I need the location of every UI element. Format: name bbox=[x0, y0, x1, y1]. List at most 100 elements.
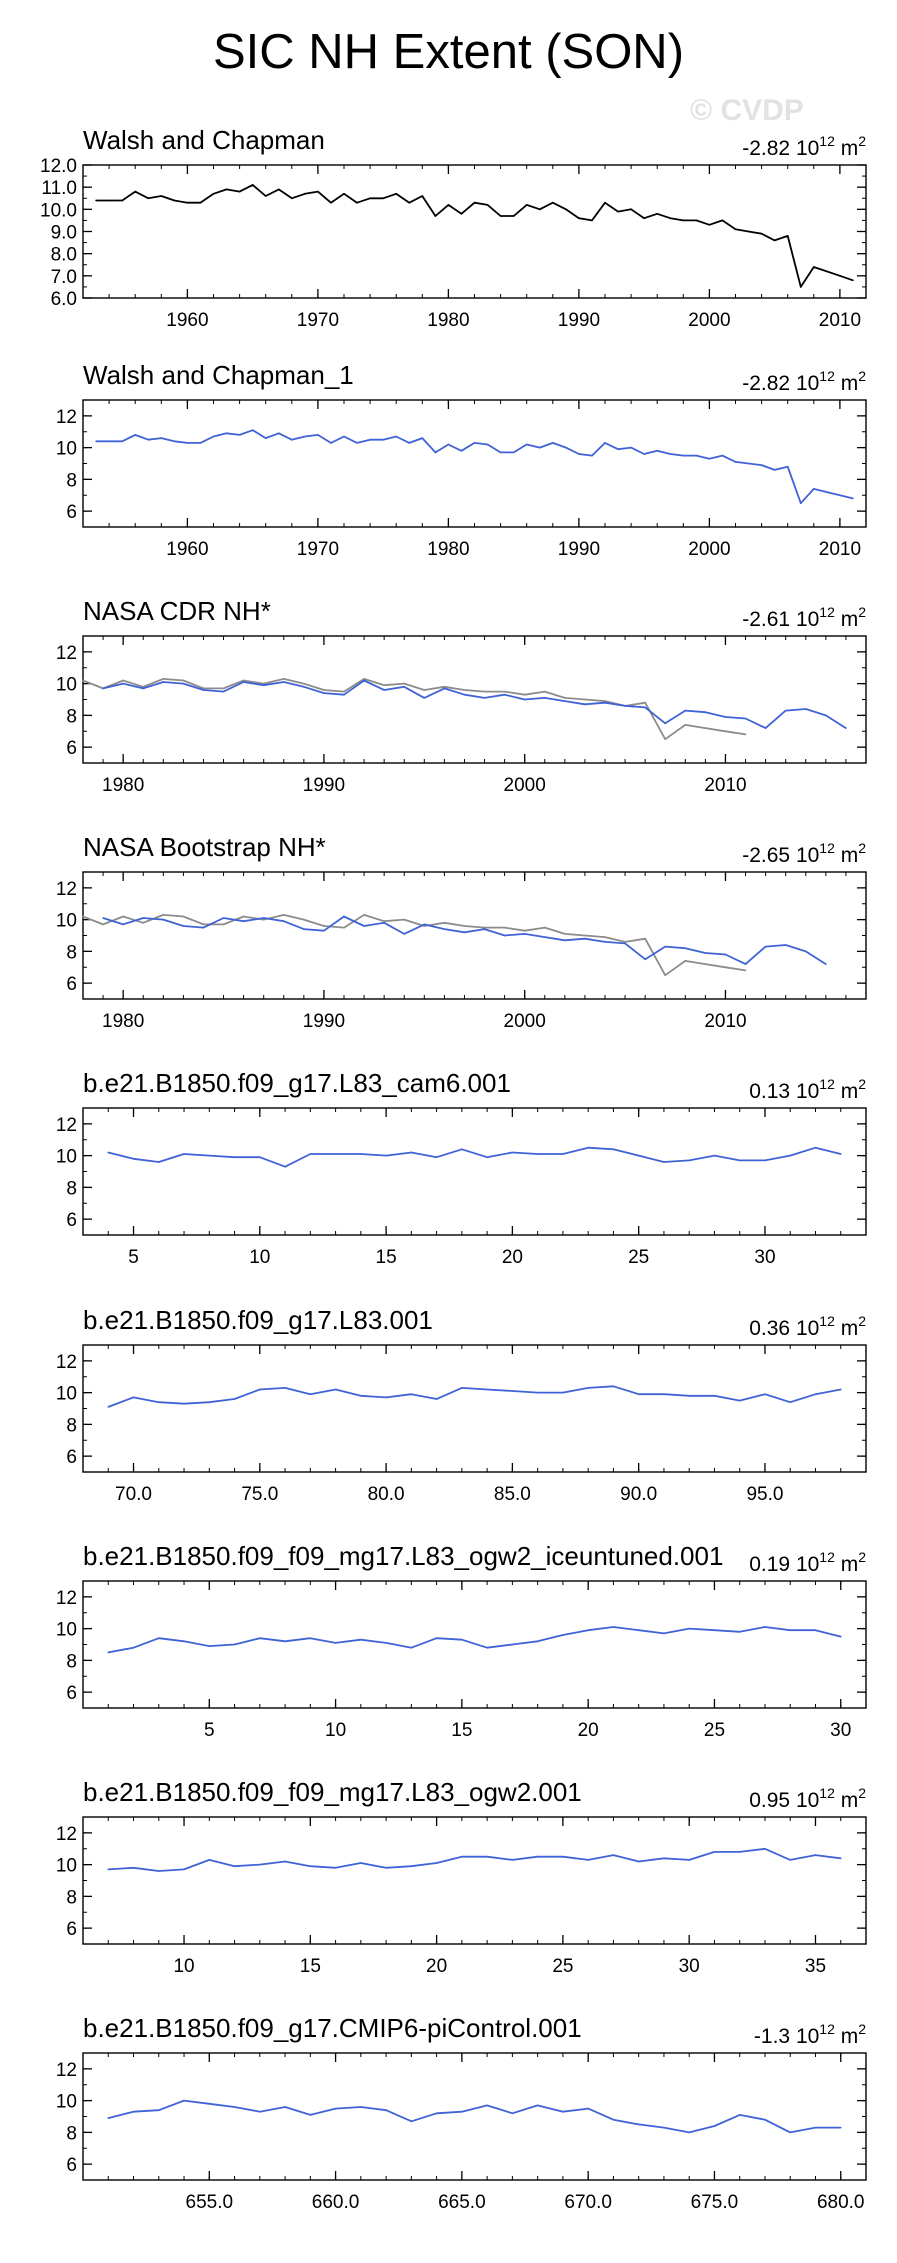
x-tick-label: 680.0 bbox=[817, 2192, 865, 2213]
data-point bbox=[708, 457, 711, 460]
data-point bbox=[688, 1159, 690, 1162]
data-point bbox=[107, 1868, 110, 1871]
data-point bbox=[538, 446, 541, 449]
data-point bbox=[264, 437, 267, 439]
x-tick-label: 1980 bbox=[102, 775, 144, 796]
data-point bbox=[212, 193, 215, 195]
data-point bbox=[162, 681, 165, 683]
data-point bbox=[525, 443, 528, 446]
data-point bbox=[242, 920, 245, 923]
data-point bbox=[403, 933, 406, 935]
units-superscript: 2 bbox=[858, 604, 866, 620]
units-exponent: 12 bbox=[819, 1549, 835, 1565]
x-tick-label: 1970 bbox=[297, 310, 339, 331]
data-point bbox=[222, 690, 225, 693]
data-point bbox=[784, 944, 787, 946]
data-point bbox=[764, 1159, 766, 1162]
data-point bbox=[202, 923, 205, 926]
data-point bbox=[157, 1401, 160, 1403]
data-point bbox=[423, 923, 426, 926]
data-point bbox=[663, 2126, 665, 2129]
series-line-1 bbox=[96, 183, 854, 288]
figure-title: SIC NH Extent (SON) bbox=[212, 25, 685, 79]
data-point bbox=[552, 442, 554, 444]
data-point bbox=[747, 230, 750, 233]
data-point bbox=[839, 1857, 842, 1860]
data-point bbox=[799, 502, 802, 504]
data-point bbox=[233, 1865, 236, 1868]
data-point bbox=[473, 442, 476, 444]
data-point bbox=[644, 701, 646, 704]
data-point bbox=[511, 1643, 514, 1646]
data-point bbox=[334, 1153, 337, 1155]
data-point bbox=[385, 1396, 387, 1399]
data-point bbox=[839, 494, 841, 497]
data-point bbox=[242, 679, 245, 682]
data-point bbox=[724, 730, 727, 733]
data-point bbox=[202, 689, 205, 691]
data-point bbox=[825, 714, 827, 717]
series-line-1 bbox=[108, 2099, 841, 2134]
trend-label: -2.82 1012 m2 bbox=[742, 133, 866, 160]
data-point bbox=[682, 454, 685, 457]
data-point bbox=[814, 2126, 817, 2129]
data-point bbox=[435, 1156, 438, 1159]
y-tick-label: 11.0 bbox=[41, 178, 77, 199]
data-point bbox=[259, 1388, 261, 1391]
data-point bbox=[309, 1637, 312, 1639]
x-tick-label: 665.0 bbox=[438, 2192, 486, 2213]
data-point bbox=[578, 453, 580, 455]
data-point bbox=[604, 701, 606, 704]
x-tick-label: 95.0 bbox=[746, 1484, 783, 1505]
data-point bbox=[511, 1390, 514, 1392]
data-point bbox=[173, 199, 176, 202]
x-tick-label: 20 bbox=[426, 1956, 447, 1977]
data-point bbox=[617, 210, 619, 213]
data-point bbox=[630, 208, 632, 211]
data-point bbox=[208, 1645, 211, 1647]
y-tick-label: 12 bbox=[56, 1352, 77, 1373]
data-point bbox=[744, 733, 747, 736]
data-point bbox=[536, 1855, 539, 1858]
chart-panel-5: b.e21.B1850.f09_g17.L83_cam6.001 0.13 101… bbox=[56, 1068, 867, 1268]
trend-label: 0.13 1012 m2 bbox=[749, 1076, 866, 1103]
data-point bbox=[713, 1395, 716, 1397]
data-point bbox=[121, 440, 123, 443]
panel-title: NASA Bootstrap NH* bbox=[83, 832, 326, 862]
data-point bbox=[343, 435, 345, 438]
data-point bbox=[186, 201, 189, 204]
data-point bbox=[356, 442, 358, 444]
data-point bbox=[356, 201, 358, 204]
y-tick-label: 10 bbox=[56, 1620, 77, 1641]
x-tick-label: 70.0 bbox=[115, 1484, 152, 1505]
data-point bbox=[744, 963, 747, 965]
y-tick-label: 12 bbox=[56, 879, 77, 900]
cvdp-watermark: © CVDP bbox=[690, 94, 804, 127]
data-point bbox=[552, 201, 554, 204]
data-point bbox=[604, 700, 606, 702]
data-point bbox=[108, 199, 110, 202]
units-superscript: 2 bbox=[858, 133, 866, 149]
y-tick-label: 6.0 bbox=[51, 289, 77, 310]
data-point bbox=[604, 201, 606, 204]
data-point bbox=[360, 1638, 362, 1641]
data-point bbox=[383, 689, 385, 691]
data-point bbox=[107, 1406, 110, 1408]
x-tick-label: 2000 bbox=[504, 775, 546, 796]
data-point bbox=[208, 1859, 211, 1861]
data-point bbox=[160, 195, 163, 197]
data-point bbox=[142, 922, 145, 924]
series-line-1 bbox=[108, 1847, 841, 1872]
data-point bbox=[839, 1635, 842, 1638]
data-point bbox=[183, 1640, 185, 1643]
data-point bbox=[760, 232, 763, 235]
data-point bbox=[408, 442, 411, 444]
trend-label: -2.82 1012 m2 bbox=[742, 368, 866, 395]
units-base: 10 bbox=[796, 1317, 819, 1340]
data-point bbox=[486, 204, 489, 206]
data-point bbox=[562, 1391, 564, 1394]
y-tick-label: 10 bbox=[56, 1384, 77, 1405]
trend-value: 0.19 bbox=[749, 1553, 796, 1576]
data-point bbox=[724, 966, 727, 969]
data-point bbox=[434, 215, 437, 217]
